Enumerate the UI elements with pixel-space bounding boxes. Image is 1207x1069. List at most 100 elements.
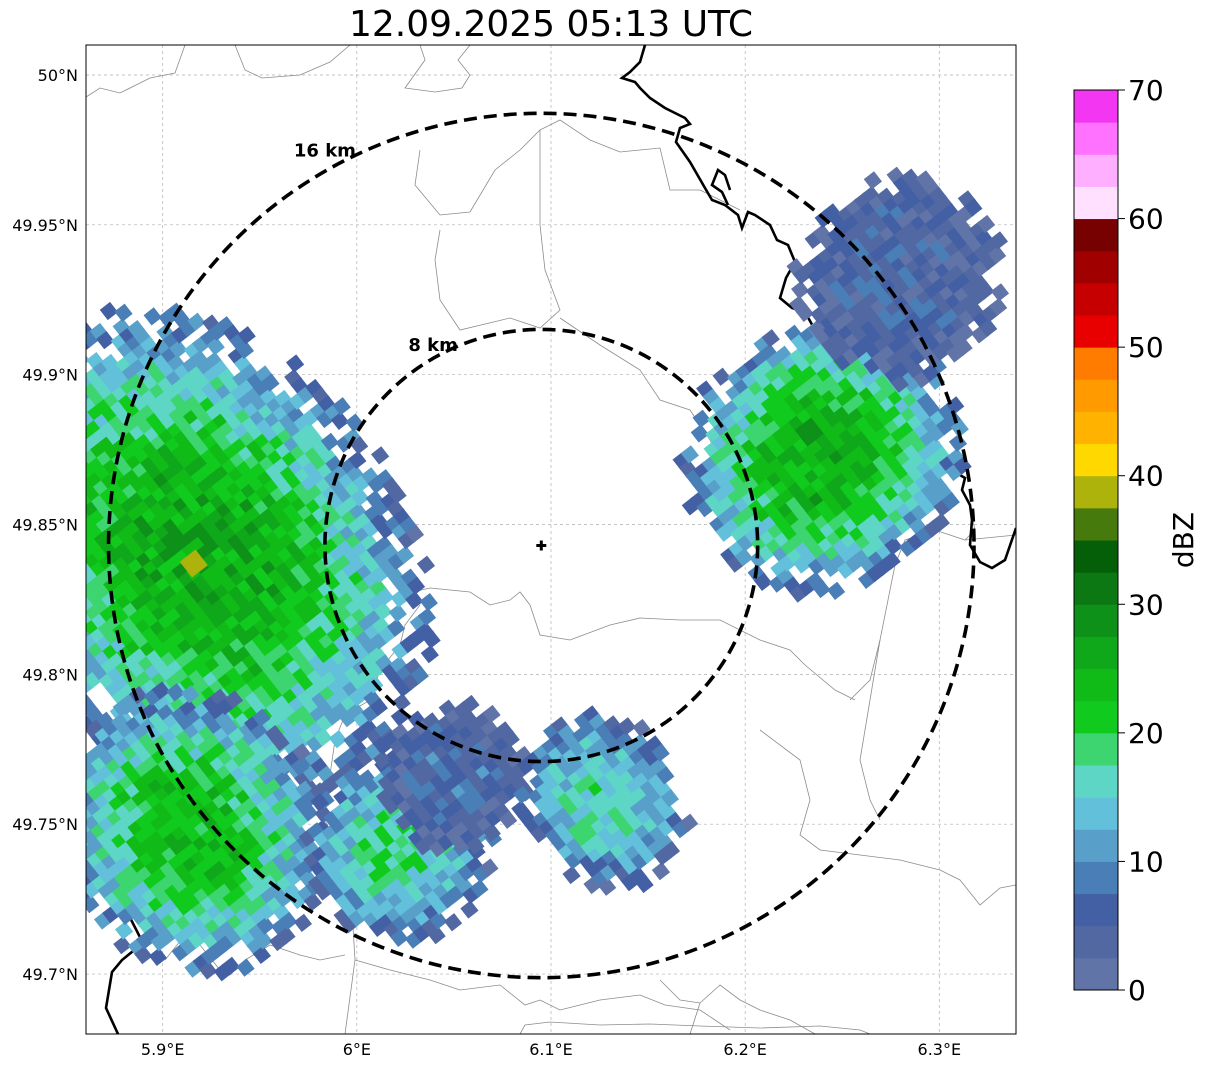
echo-pixel bbox=[221, 956, 241, 975]
echo-pixel bbox=[58, 400, 76, 418]
echo-pixel bbox=[8, 387, 26, 405]
colorbar-band bbox=[1074, 604, 1118, 637]
echo-pixel bbox=[65, 461, 83, 479]
boundary-line bbox=[659, 979, 816, 1034]
echo-pixel bbox=[63, 737, 81, 755]
echo-pixel bbox=[66, 579, 84, 597]
colorbar-band bbox=[1074, 765, 1118, 798]
echo-pixel bbox=[373, 750, 392, 769]
colorbar-band bbox=[1074, 379, 1118, 412]
echo-pixel bbox=[395, 545, 415, 564]
echo-pixel bbox=[43, 584, 61, 602]
echo-pixel bbox=[279, 911, 298, 931]
echo-pixel bbox=[370, 446, 390, 465]
echo-pixel bbox=[989, 231, 1009, 250]
echo-pixel bbox=[53, 563, 71, 581]
echo-pixel bbox=[863, 171, 883, 190]
echo-pixel bbox=[237, 326, 256, 345]
echo-pixel bbox=[348, 450, 367, 470]
echo-pixel bbox=[54, 496, 72, 514]
echo-pixel bbox=[54, 758, 72, 776]
echo-pixel bbox=[52, 326, 70, 344]
echo-pixel bbox=[66, 394, 84, 412]
echo-pixel bbox=[13, 462, 31, 480]
echo-pixel bbox=[33, 420, 51, 438]
echo-pixel bbox=[562, 865, 581, 885]
colorbar-band bbox=[1074, 700, 1118, 734]
echo-pixel bbox=[0, 495, 5, 513]
echo-pixel bbox=[386, 618, 406, 637]
echo-pixel bbox=[0, 393, 18, 411]
echo-pixel bbox=[512, 785, 532, 804]
echo-pixel bbox=[374, 602, 393, 621]
echo-pixel bbox=[35, 405, 53, 423]
echo-pixel bbox=[470, 879, 489, 898]
echo-pixel bbox=[948, 433, 968, 452]
colorbar-band bbox=[1074, 925, 1118, 959]
colorbar-tick-label: 70 bbox=[1128, 74, 1164, 107]
echo-cell-5 bbox=[508, 705, 699, 896]
echo-pixel bbox=[20, 470, 38, 488]
echo-pixel bbox=[0, 429, 6, 447]
colorbar-frame bbox=[1073, 89, 1119, 991]
echo-pixel bbox=[3, 549, 21, 567]
lon-tick-label: 6.3°E bbox=[918, 1040, 962, 1059]
echo-pixel bbox=[224, 690, 244, 709]
echo-pixel bbox=[17, 551, 35, 569]
echo-pixel bbox=[0, 608, 14, 626]
echo-pixel bbox=[14, 580, 32, 598]
echo-pixel bbox=[761, 329, 780, 348]
echo-pixel bbox=[43, 465, 61, 483]
echo-pixel bbox=[67, 446, 85, 464]
colorbar-band bbox=[1074, 540, 1118, 573]
echo-pixel bbox=[28, 582, 46, 600]
echo-pixel bbox=[187, 312, 206, 331]
echo-pixel bbox=[964, 198, 983, 217]
echo-pixel bbox=[38, 442, 56, 460]
echo-pixel bbox=[16, 566, 34, 584]
colorbar-band bbox=[1074, 90, 1118, 123]
colorbar-band bbox=[1074, 475, 1118, 509]
echo-pixel bbox=[32, 434, 50, 452]
echo-pixel bbox=[57, 467, 75, 485]
colorbar-band bbox=[1074, 347, 1118, 380]
echo-pixel bbox=[921, 363, 940, 382]
lon-tick-label: 6°E bbox=[343, 1040, 371, 1059]
echo-pixel bbox=[27, 597, 45, 615]
echo-pixel bbox=[1, 445, 19, 463]
echo-pixel bbox=[0, 489, 14, 507]
echo-pixel bbox=[27, 411, 45, 429]
echo-pixel bbox=[660, 789, 680, 808]
lat-tick-label: 49.7°N bbox=[22, 965, 78, 984]
echo-cell-7 bbox=[786, 166, 1010, 393]
lat-tick-label: 49.85°N bbox=[12, 516, 78, 535]
echo-pixel bbox=[285, 354, 305, 373]
echo-pixel bbox=[656, 766, 675, 785]
echo-pixel bbox=[26, 478, 44, 496]
echo-pixel bbox=[26, 545, 44, 563]
echo-pixel bbox=[86, 760, 87, 779]
echo-pixel bbox=[252, 945, 272, 964]
echo-pixel bbox=[299, 803, 319, 822]
echo-pixel bbox=[2, 616, 20, 634]
echo-pixel bbox=[2, 497, 20, 515]
echo-pixel bbox=[349, 436, 369, 455]
boundary-line bbox=[689, 1002, 701, 1034]
boundary-line bbox=[759, 729, 1016, 906]
echo-pixel bbox=[61, 438, 79, 456]
echo-pixel bbox=[303, 892, 322, 911]
echo-pixel bbox=[884, 536, 903, 556]
echo-pixel bbox=[388, 485, 407, 504]
echo-pixel bbox=[63, 542, 81, 560]
lat-tick-label: 49.95°N bbox=[12, 216, 78, 235]
echo-pixel bbox=[0, 599, 7, 617]
echo-pixel bbox=[416, 555, 436, 574]
echo-pixel bbox=[410, 666, 429, 685]
map-title: 12.09.2025 05:13 UTC bbox=[348, 4, 754, 45]
boundary-line bbox=[434, 130, 561, 331]
echo-pixel bbox=[443, 913, 463, 932]
colorbar-unit-label: dBZ bbox=[1167, 512, 1200, 568]
echo-pixel bbox=[292, 743, 311, 762]
boundary-line bbox=[329, 587, 856, 701]
echo-pixel bbox=[35, 590, 53, 608]
